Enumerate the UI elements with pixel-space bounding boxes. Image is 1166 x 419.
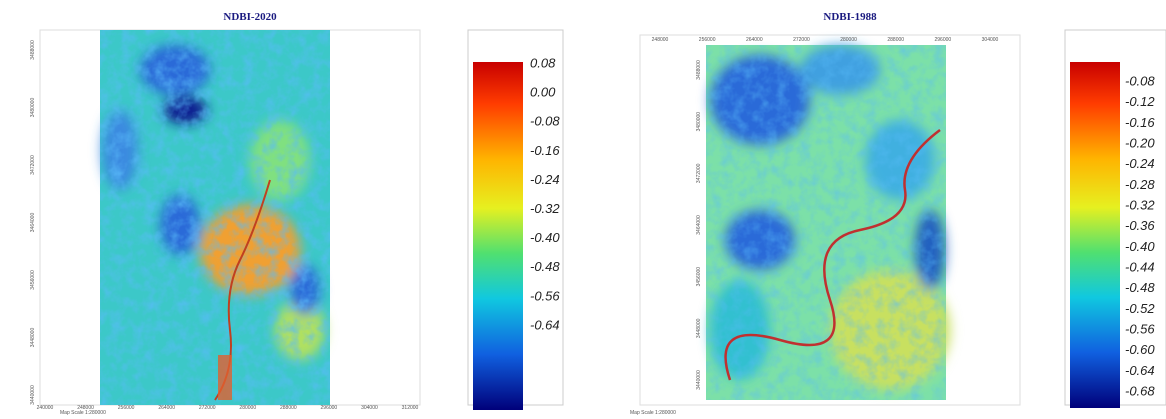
x-coordinate-label: 248000 (652, 37, 669, 43)
y-coordinate-label: 3480000 (696, 112, 702, 132)
x-coordinate-label: 272000 (199, 405, 216, 411)
x-coordinate-label: 256000 (118, 405, 135, 411)
x-coordinate-label: 288000 (280, 405, 297, 411)
x-coordinate-label: 264000 (158, 405, 175, 411)
legend-label: -0.64 (1125, 363, 1155, 378)
legend-label: -0.68 (1125, 383, 1155, 398)
y-coordinate-label: 3464000 (696, 215, 702, 235)
colorbar (1070, 62, 1120, 408)
y-coordinate-label: 3448000 (30, 328, 36, 348)
y-coordinate-label: 3472000 (30, 155, 36, 175)
legend-label: -0.48 (1125, 280, 1155, 295)
legend-label: -0.20 (1125, 135, 1155, 150)
y-coordinate-label: 3464000 (30, 213, 36, 233)
x-coordinate-label: 304000 (982, 37, 999, 43)
map-panel-2020: NDBI-2020 Map Scale 1:280000 (39, 11, 564, 416)
legend-label: -0.16 (1125, 115, 1155, 130)
x-coordinate-label: 248000 (77, 405, 94, 411)
river (724, 129, 941, 381)
x-coordinate-label: 280000 (840, 37, 857, 43)
colorbar (473, 62, 523, 410)
legend-label: -0.60 (1125, 342, 1155, 357)
map-title: NDBI-2020 (223, 11, 277, 23)
y-coordinate-label: 3440000 (696, 370, 702, 390)
x-coordinate-label: 272000 (793, 37, 810, 43)
x-coordinate-label: 304000 (361, 405, 378, 411)
legend-label: -0.08 (530, 114, 560, 129)
map-scale: Map Scale 1:280000 (60, 410, 106, 416)
legend-label: -0.32 (530, 201, 560, 216)
legend-label: -0.24 (530, 172, 560, 187)
legend-label: -0.40 (530, 230, 560, 245)
legend-label: -0.24 (1125, 156, 1155, 171)
legend-label: -0.64 (530, 317, 560, 332)
legend-label: -0.44 (1125, 259, 1155, 274)
texture (706, 45, 946, 400)
legend-label: -0.40 (1125, 239, 1155, 254)
x-coordinate-label: 264000 (746, 37, 763, 43)
x-coordinate-label: 288000 (887, 37, 904, 43)
y-coordinate-label: 3448000 (696, 318, 702, 338)
legend-label: -0.56 (1125, 321, 1155, 336)
x-coordinate-label: 280000 (239, 405, 256, 411)
y-coordinate-label: 3440000 (30, 385, 36, 405)
x-coordinate-label: 240000 (37, 405, 54, 411)
legend-label: -0.36 (1125, 218, 1155, 233)
map-panel-1988: NDBI-1988 Map Scale 1:280000 (630, 11, 1166, 416)
legend-label: -0.12 (1125, 94, 1155, 109)
legend-label: -0.28 (1125, 177, 1155, 192)
map-scale: Map Scale 1:280000 (630, 410, 676, 416)
legend-label: -0.16 (530, 143, 560, 158)
y-coordinate-label: 3488000 (30, 40, 36, 60)
legend-label: 0.00 (530, 85, 556, 100)
legend-label: -0.08 (1125, 73, 1155, 88)
y-coordinate-label: 3488000 (696, 60, 702, 80)
legend-label: 0.08 (530, 55, 556, 70)
texture (100, 30, 330, 405)
map-title: NDBI-1988 (823, 11, 877, 23)
y-coordinate-label: 3456000 (696, 267, 702, 287)
urban-patch (218, 355, 232, 400)
legend-label: -0.48 (530, 259, 560, 274)
x-coordinate-label: 296000 (321, 405, 338, 411)
x-coordinate-label: 256000 (699, 37, 716, 43)
x-coordinate-label: 312000 (402, 405, 419, 411)
y-coordinate-label: 3480000 (30, 98, 36, 118)
y-coordinate-label: 3456000 (30, 270, 36, 290)
legend-label: -0.52 (1125, 301, 1155, 316)
x-coordinate-label: 296000 (935, 37, 952, 43)
legend-label: -0.32 (1125, 197, 1155, 212)
frame (639, 34, 1021, 406)
y-coordinate-label: 3472000 (696, 163, 702, 183)
legend-label: -0.56 (530, 288, 560, 303)
